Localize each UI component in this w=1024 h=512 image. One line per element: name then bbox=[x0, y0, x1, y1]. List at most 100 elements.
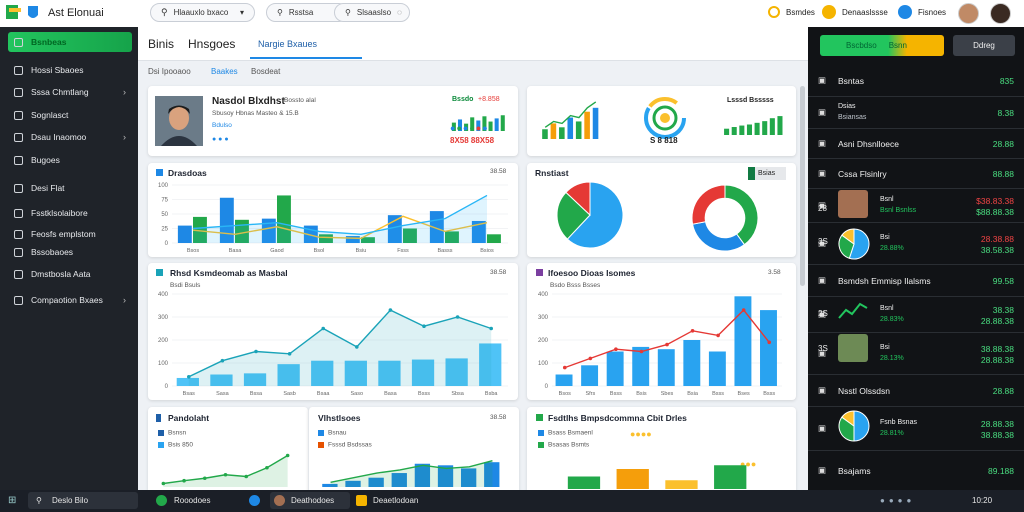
card-title: Rnstiast bbox=[535, 168, 569, 178]
nav-item[interactable]: Hossi Sbaoes bbox=[8, 60, 132, 80]
taskbar-app[interactable]: Deaetlodoan bbox=[373, 496, 419, 505]
bar bbox=[361, 237, 375, 243]
point bbox=[202, 476, 207, 481]
element bbox=[538, 430, 544, 436]
nav-item[interactable]: Desi Flat bbox=[8, 178, 132, 198]
search-text: Rsstsa bbox=[288, 8, 314, 17]
point bbox=[265, 465, 269, 470]
gauge bbox=[644, 97, 686, 139]
tab[interactable]: Nargie Bxaues bbox=[258, 39, 318, 49]
legend-text: Fsssd Bsdssas bbox=[318, 442, 372, 449]
row-value: 38.38 bbox=[992, 305, 1014, 315]
line-chart: 0 100 200 300 400 Bsas Sasa Bssa Sasb Bsaa Saso Bas… bbox=[158, 292, 508, 397]
dots: ●●●●●● bbox=[450, 124, 489, 133]
app-icon bbox=[156, 495, 167, 506]
header-action[interactable]: Denaaslssse bbox=[842, 8, 888, 17]
element: ● bbox=[482, 123, 489, 133]
action-button[interactable]: Bscbdso Bsnn bbox=[820, 35, 944, 56]
card-icon bbox=[536, 414, 543, 421]
bar-chart: 0 25 50 75 100 Bsos Basa Gaod Bsol Bsiu Fsss Basss B… bbox=[158, 183, 508, 254]
nav-chevron: › bbox=[123, 295, 126, 305]
bar bbox=[542, 129, 548, 139]
nav-item[interactable]: Dsau Inaomoo › bbox=[8, 127, 132, 147]
bar bbox=[411, 359, 435, 386]
line bbox=[330, 459, 493, 484]
x-tick-label: Bssa bbox=[250, 391, 263, 397]
x-tick-label: Bsaa bbox=[317, 391, 330, 397]
scrollbar[interactable] bbox=[800, 86, 805, 286]
x-tick-label: Gaod bbox=[270, 248, 283, 254]
nav-label: Dmstbosla Aata bbox=[31, 269, 91, 279]
point bbox=[244, 474, 249, 479]
breadcrumb[interactable]: Baakes bbox=[211, 67, 238, 76]
nav-item[interactable]: Dmstbosla Aata bbox=[8, 264, 132, 284]
nav-item[interactable]: Sognlasct bbox=[8, 105, 132, 125]
panel-row: ▣ Fsnb Bsnas 28.81% 28.88.38 38.88.38 bbox=[808, 406, 1024, 451]
nav-icon bbox=[14, 37, 23, 47]
row-sub: 28.81% bbox=[880, 430, 904, 437]
mini-chart bbox=[724, 116, 783, 135]
area-chart bbox=[161, 453, 290, 487]
legend-label: Fsssd Bsdssas bbox=[328, 441, 372, 449]
row-number: 2S bbox=[818, 309, 828, 318]
profile-tag: Bossto alal bbox=[284, 97, 316, 104]
photo-face bbox=[169, 106, 189, 130]
nav-item[interactable]: Feosfs emplstom bbox=[8, 224, 132, 244]
y-tick-label: 300 bbox=[158, 315, 169, 321]
avatar[interactable] bbox=[958, 3, 979, 24]
row-label: Bsntas bbox=[838, 76, 864, 86]
x-tick-label: Bsis bbox=[636, 391, 647, 397]
card-value: 38.58 bbox=[490, 168, 507, 175]
card-icon bbox=[156, 169, 163, 176]
start-button[interactable]: ⊞ bbox=[8, 495, 17, 506]
small-card bbox=[308, 407, 519, 497]
point bbox=[639, 349, 644, 354]
point bbox=[489, 326, 494, 331]
header-action[interactable]: Bsmdes bbox=[786, 8, 815, 17]
row-sub: 28.88% bbox=[880, 245, 904, 252]
breadcrumb[interactable]: Bosdeat bbox=[251, 67, 281, 76]
card-value: 38.58 bbox=[490, 414, 507, 421]
row-value: 28.88.38 bbox=[980, 355, 1014, 365]
x-tick-label: Sbsa bbox=[451, 391, 464, 397]
logo-shield bbox=[28, 6, 38, 18]
nav-item[interactable]: Compaotion Bxaes › bbox=[8, 290, 132, 310]
nav-item[interactable]: Bugoes bbox=[8, 150, 132, 170]
taskbar-app[interactable]: Deathodoes bbox=[291, 496, 335, 505]
x-tick-label: Basa bbox=[229, 248, 242, 254]
nav-item[interactable]: Bssobaoes bbox=[8, 242, 132, 262]
search-pill[interactable]: ⚲ Hlaauxlo bxaco ▾ bbox=[150, 3, 255, 22]
row-value: 28.88 bbox=[992, 386, 1014, 396]
coins: ●●●● bbox=[630, 429, 652, 439]
nav-icon bbox=[14, 110, 23, 120]
card-icon bbox=[156, 269, 163, 276]
header-action[interactable]: Fisnoes bbox=[918, 8, 947, 17]
bar bbox=[319, 234, 333, 243]
taskbar-app[interactable]: Rooodoes bbox=[174, 496, 211, 505]
nav-item[interactable]: Fsstklsolaibore bbox=[8, 203, 132, 223]
bar bbox=[550, 123, 557, 139]
avatar[interactable] bbox=[990, 3, 1011, 24]
bar bbox=[592, 107, 599, 139]
line bbox=[192, 194, 488, 236]
bar bbox=[584, 111, 590, 139]
y-tick-label: 0 bbox=[165, 384, 169, 390]
row-icon: ▣ bbox=[818, 200, 827, 210]
breadcrumb[interactable]: Dsi Ipooaoo bbox=[148, 67, 191, 76]
element: ● bbox=[456, 123, 463, 133]
point bbox=[767, 340, 772, 345]
action-button[interactable]: Ddreg bbox=[953, 35, 1015, 56]
nav-item[interactable]: Sssa Chmtlang › bbox=[8, 82, 132, 102]
tab[interactable]: Binis bbox=[148, 37, 175, 51]
tab[interactable]: Hnsgoes bbox=[188, 37, 236, 51]
y-tick-label: 100 bbox=[538, 361, 549, 367]
card-value: 38.58 bbox=[490, 269, 507, 276]
icon bbox=[898, 5, 912, 19]
search-pill[interactable]: ⚲ Rsstsa bbox=[266, 3, 348, 22]
x-tick-label: Bsss bbox=[418, 391, 430, 397]
nav-item[interactable]: Bsnbeas bbox=[8, 32, 132, 52]
nav-chevron: › bbox=[123, 132, 126, 142]
taskbar-search[interactable] bbox=[28, 492, 138, 509]
search-pill[interactable]: ⚲ Slsaaslso ◌ bbox=[334, 3, 410, 22]
